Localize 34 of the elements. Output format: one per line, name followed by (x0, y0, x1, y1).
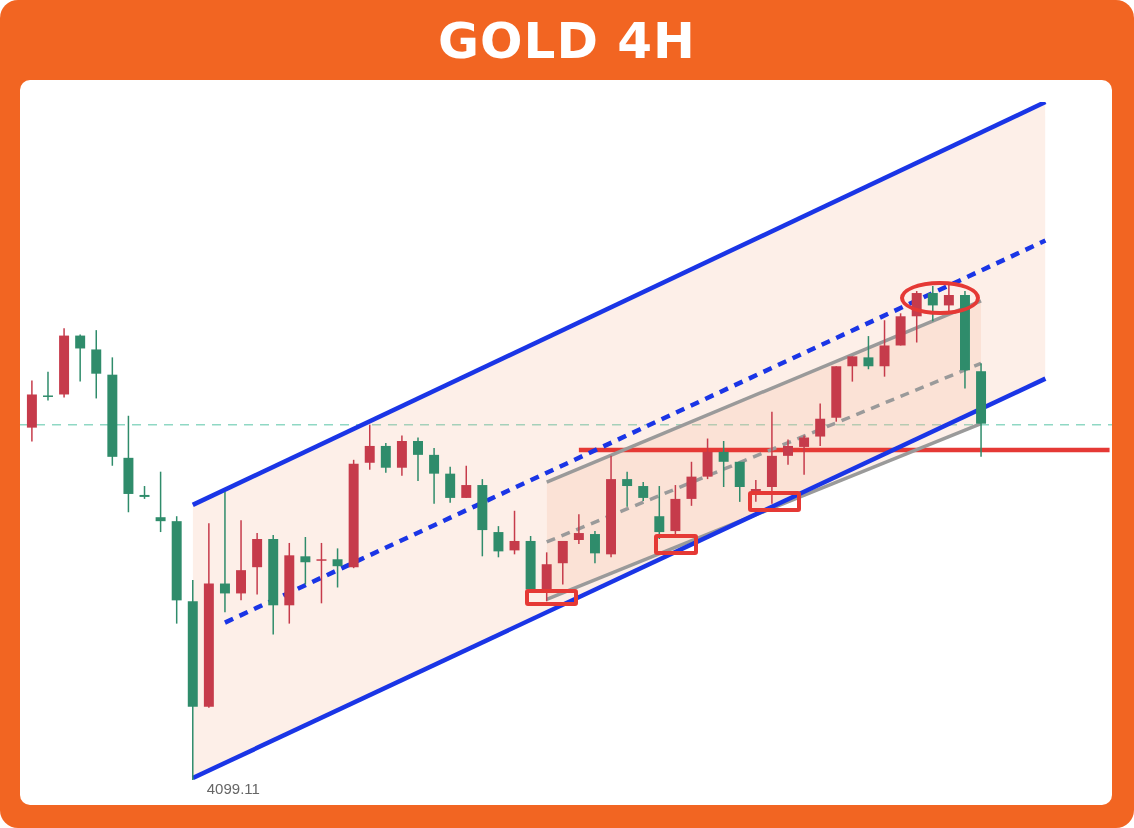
candlestick (461, 465, 472, 499)
candlestick (364, 423, 375, 471)
candlestick (799, 434, 810, 476)
candlestick (783, 438, 793, 466)
candlestick (493, 525, 504, 559)
candlestick (380, 442, 391, 474)
candlestick (589, 530, 600, 564)
candlestick (429, 447, 440, 505)
candlestick (155, 470, 166, 533)
candlestick (622, 470, 633, 508)
candlestick (509, 510, 520, 556)
candlestick (413, 436, 423, 482)
candlestick (654, 485, 665, 540)
candlestick (718, 440, 729, 488)
candlestick (750, 479, 761, 503)
candlestick (879, 319, 890, 378)
candlestick (43, 370, 53, 402)
candlestick (927, 285, 938, 322)
annotation: 4099.11 (206, 779, 260, 797)
candlestick (573, 513, 584, 545)
candlestick (863, 335, 874, 370)
candlestick (638, 481, 649, 502)
candlestick (557, 540, 568, 586)
candlestick (219, 491, 230, 613)
candlestick (943, 284, 954, 313)
chart-title: GOLD 4H (437, 11, 697, 72)
candlestick (815, 402, 826, 447)
candlestick (300, 536, 311, 586)
candlestick (236, 519, 247, 602)
candlestick (316, 542, 327, 605)
candlestick (847, 355, 858, 383)
candlestick (686, 461, 697, 507)
candlestick (332, 547, 343, 589)
candlestick (75, 333, 86, 383)
